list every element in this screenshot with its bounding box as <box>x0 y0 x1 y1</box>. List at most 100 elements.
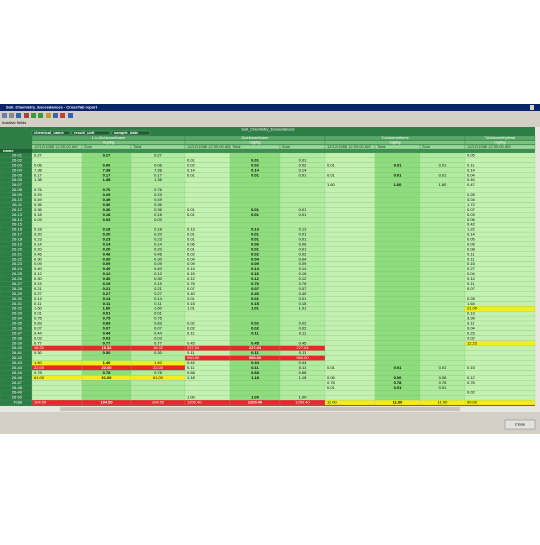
cell-value: 0.40 <box>103 266 112 271</box>
cell <box>374 306 421 312</box>
cell-value: 0.30 <box>34 350 43 355</box>
tool-icon[interactable] <box>68 113 73 118</box>
cell-value: 0.20 <box>154 232 163 237</box>
cell-value: 0.78 <box>154 370 163 375</box>
cell <box>419 271 466 277</box>
cell-value: 0.03 <box>34 217 43 222</box>
cell-value: 104.50 <box>34 400 47 405</box>
cell-value: 0.30 <box>154 256 163 261</box>
cell <box>419 241 466 247</box>
cell-value: 0.04 <box>187 256 196 261</box>
row-name: 26-15 <box>12 222 23 227</box>
cell <box>279 385 326 391</box>
cell-value: 0.02 <box>251 321 260 326</box>
row-name: 26-02 <box>12 157 23 162</box>
cell-value: 0.17 <box>103 172 112 177</box>
cell <box>374 197 421 203</box>
row-name: 26-45 <box>12 370 23 375</box>
cell <box>464 355 536 361</box>
cell <box>419 207 466 213</box>
cell-value: 0.01 <box>187 237 196 242</box>
cell-value: 0.76 <box>299 281 308 286</box>
tool-icon[interactable] <box>31 113 36 118</box>
cell-value: 0.06 <box>467 217 476 222</box>
cell <box>374 251 421 257</box>
cell-value: 0.02 <box>251 251 260 256</box>
group-header <box>464 135 536 141</box>
cell-value: 0.44 <box>187 360 196 365</box>
cell-value: 0.11 <box>467 281 475 286</box>
cell-value: 0.14 <box>299 167 308 172</box>
unit-label: mg/kg <box>495 140 506 145</box>
cell <box>464 375 536 381</box>
cell-value: 1.01 <box>187 306 196 311</box>
tool-icon[interactable] <box>16 113 21 118</box>
cell-value: 0.01 <box>327 172 336 177</box>
row-name: 26-28 <box>12 286 23 291</box>
cell-value: 11.00 <box>327 400 337 405</box>
cell-value: 0.01 <box>187 212 196 217</box>
cell-value: 7.38 <box>103 167 112 172</box>
cell <box>324 335 376 341</box>
cell <box>464 192 536 198</box>
cell-value: 227.04 <box>187 345 200 350</box>
cell-value: 0.02 <box>299 325 308 330</box>
cell-value: 0.40 <box>187 291 196 296</box>
cell <box>419 246 466 252</box>
v-scrollbar[interactable] <box>535 127 540 412</box>
cell <box>229 177 281 183</box>
cell-value: 0.14 <box>34 241 43 246</box>
tool-icon[interactable] <box>53 113 58 118</box>
close-button[interactable] <box>504 419 536 430</box>
field-chip <box>71 130 111 136</box>
tool-icon[interactable] <box>38 113 43 118</box>
cell <box>419 256 466 262</box>
cell-value: 1.00 <box>299 395 308 400</box>
cell-value: 0.06 <box>34 162 43 167</box>
cell-value: 0.15 <box>251 301 260 306</box>
cell-value: 0.40 <box>154 266 163 271</box>
close-x[interactable] <box>530 105 534 110</box>
group-name: Dichloroethane <box>242 135 270 140</box>
cell <box>81 390 132 396</box>
cell <box>374 320 421 327</box>
cell <box>464 241 536 247</box>
tool-icon[interactable] <box>24 113 29 118</box>
row-name: 26-07 <box>12 182 23 187</box>
cell-value: 0.83 <box>34 321 43 326</box>
cell <box>374 212 421 218</box>
cell <box>324 281 376 287</box>
cell-value: 0.44 <box>251 360 260 365</box>
cell-value: 0.11 <box>467 256 475 261</box>
cell-value: 0.01 <box>187 296 196 301</box>
cell <box>184 182 231 188</box>
column-label: Sum <box>422 144 431 149</box>
h-scroll-thumb[interactable] <box>60 407 460 411</box>
cell <box>464 370 536 376</box>
cell-value: 0.09 <box>34 261 43 266</box>
cell <box>374 187 421 193</box>
cell-value: 0.46 <box>34 251 43 256</box>
cell <box>374 217 421 223</box>
cell-value: 1.60 <box>103 306 112 311</box>
cell <box>324 315 376 322</box>
cell <box>374 192 421 198</box>
close-button-label[interactable]: Close <box>515 422 526 427</box>
tool-icon[interactable] <box>46 113 51 118</box>
row-name: 26-19 <box>12 241 23 246</box>
tool-icon[interactable] <box>9 113 14 118</box>
cell-value: 227.04 <box>296 345 309 350</box>
cell-value: 0.17 <box>34 172 43 177</box>
cell-value: 0.03 <box>34 335 43 340</box>
cell-value: 1.18 <box>187 375 196 380</box>
cell-value: 1.38 <box>103 177 112 182</box>
cell <box>324 251 376 257</box>
tool-icon[interactable] <box>2 113 7 118</box>
cell-value: 0.06 <box>103 162 112 167</box>
cell-value: 0.36 <box>154 202 163 207</box>
row-name: 26-44 <box>12 365 23 370</box>
cell-value: 0.18 <box>34 227 43 232</box>
tool-icon[interactable] <box>60 113 65 118</box>
cell-value: 1.40 <box>34 360 43 365</box>
cell-value: 0.13 <box>251 227 260 232</box>
